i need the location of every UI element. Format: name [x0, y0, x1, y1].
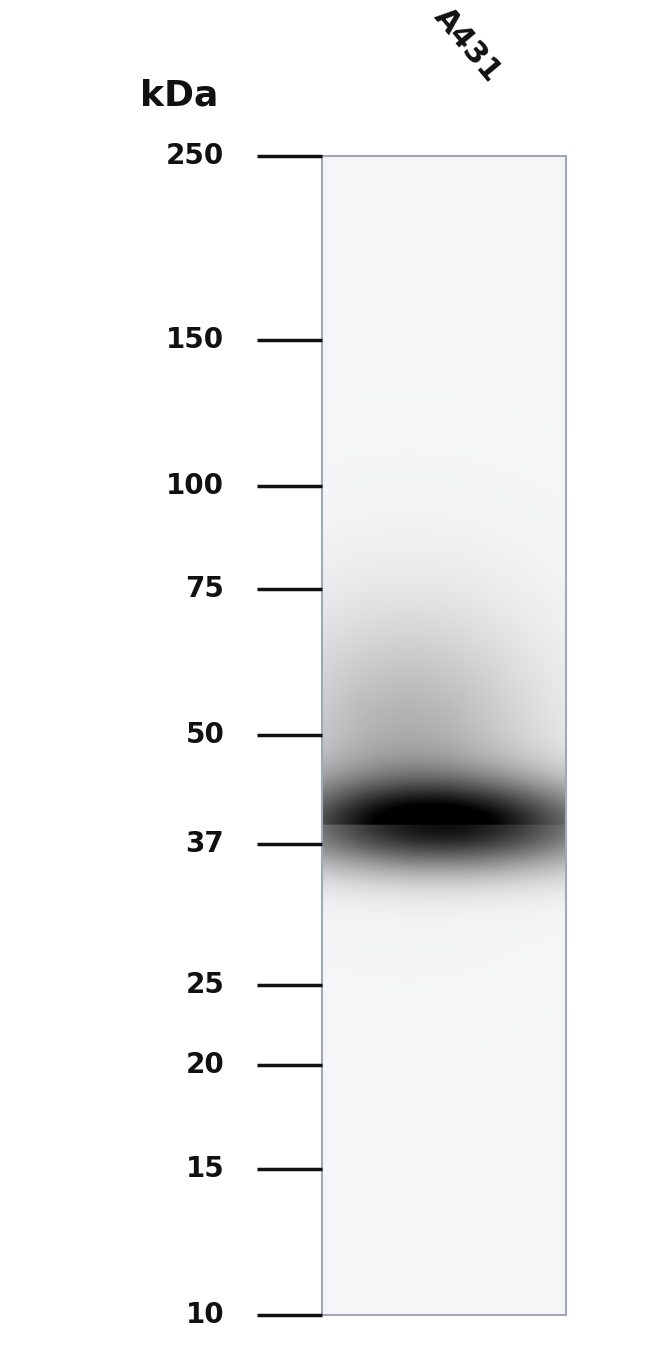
Text: 50: 50 — [185, 721, 224, 750]
Text: 75: 75 — [185, 576, 224, 603]
Text: 20: 20 — [185, 1051, 224, 1080]
Text: A431: A431 — [428, 3, 507, 88]
Text: kDa: kDa — [140, 77, 218, 113]
Text: 250: 250 — [166, 143, 224, 170]
Text: 15: 15 — [185, 1154, 224, 1183]
Text: 10: 10 — [186, 1301, 224, 1328]
Text: 25: 25 — [185, 971, 224, 998]
Text: 150: 150 — [166, 326, 224, 354]
Text: 37: 37 — [185, 830, 224, 858]
Text: 100: 100 — [166, 473, 224, 500]
Bar — [322, 156, 566, 1315]
Bar — [322, 156, 566, 1315]
